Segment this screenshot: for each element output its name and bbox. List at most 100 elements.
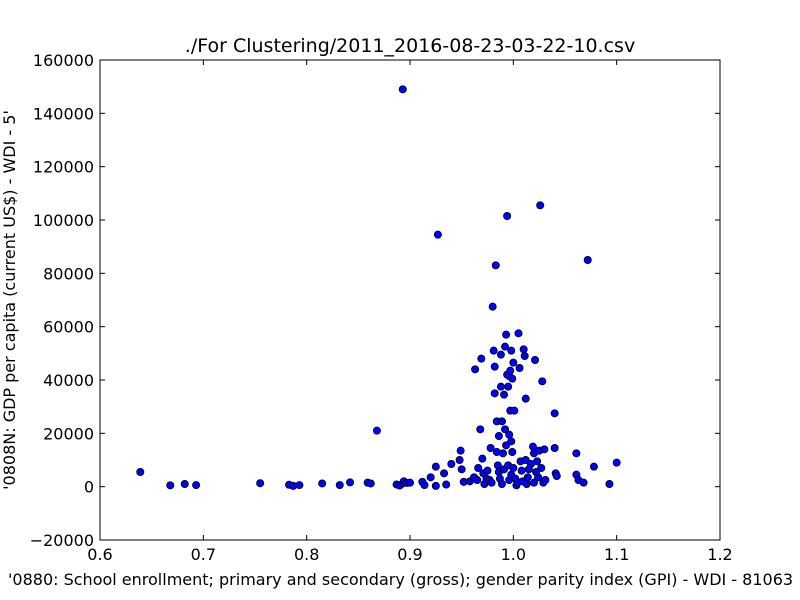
- data-point: [486, 443, 495, 452]
- data-point: [509, 358, 518, 367]
- data-point: [508, 374, 517, 383]
- data-point: [583, 255, 592, 264]
- y-tick-label: 140000: [33, 104, 94, 123]
- y-tick-label: 80000: [43, 264, 94, 283]
- y-tick-label: 160000: [33, 51, 94, 70]
- data-point: [612, 458, 621, 467]
- data-point: [372, 426, 381, 435]
- data-point: [503, 211, 512, 220]
- data-point: [440, 469, 449, 478]
- data-point: [515, 363, 524, 372]
- x-tick-label: 0.7: [191, 545, 216, 564]
- data-point: [335, 481, 344, 490]
- data-point: [180, 479, 189, 488]
- data-point: [552, 471, 561, 480]
- x-tick-label: 1.2: [707, 545, 732, 564]
- data-point: [589, 462, 598, 471]
- data-point: [494, 431, 503, 440]
- y-axis-label: '0808N: GDP per capita (current US$) - W…: [0, 110, 19, 490]
- data-point: [455, 455, 464, 464]
- data-point: [447, 459, 456, 468]
- data-point: [497, 479, 506, 488]
- data-point: [474, 463, 483, 472]
- data-point: [517, 466, 526, 475]
- x-tick-label: 0.9: [397, 545, 422, 564]
- x-tick-label: 1.1: [604, 545, 629, 564]
- data-point: [471, 365, 480, 374]
- data-point: [531, 355, 540, 364]
- data-point: [510, 406, 519, 415]
- data-point: [508, 447, 517, 456]
- data-point: [504, 382, 513, 391]
- data-point: [483, 466, 492, 475]
- data-point: [501, 425, 510, 434]
- data-point: [433, 230, 442, 239]
- x-tick-label: 1.0: [501, 545, 526, 564]
- data-point: [523, 473, 532, 482]
- data-point: [537, 463, 546, 472]
- data-point: [502, 441, 511, 450]
- data-points: [136, 85, 621, 490]
- data-point: [533, 457, 542, 466]
- data-point: [579, 478, 588, 487]
- x-axis-ticks: 0.6 0.7 0.8 0.9 1.0 1.1 1.2: [87, 60, 733, 564]
- data-point: [405, 478, 414, 487]
- data-point: [456, 446, 465, 455]
- data-point: [538, 377, 547, 386]
- data-point: [366, 479, 375, 488]
- data-point: [550, 409, 559, 418]
- data-point: [431, 462, 440, 471]
- data-point: [497, 417, 506, 426]
- data-point: [522, 479, 531, 488]
- y-tick-label: 0: [84, 478, 94, 497]
- data-point: [346, 478, 355, 487]
- data-point: [426, 473, 435, 482]
- data-point: [501, 342, 510, 351]
- data-point: [295, 481, 304, 490]
- data-point: [166, 481, 175, 490]
- data-point: [500, 390, 509, 399]
- data-point: [521, 394, 530, 403]
- x-tick-label: 0.8: [294, 545, 319, 564]
- data-point: [496, 350, 505, 359]
- chart-title: ./For Clustering/2011_2016-08-23-03-22-1…: [185, 35, 635, 57]
- data-point: [473, 475, 482, 484]
- data-point: [530, 478, 539, 487]
- data-point: [550, 443, 559, 452]
- data-point: [505, 430, 514, 439]
- y-tick-label: −20000: [30, 531, 94, 550]
- data-point: [491, 261, 500, 270]
- data-point: [506, 366, 515, 375]
- data-point: [431, 481, 440, 490]
- x-tick-label: 0.6: [87, 545, 112, 564]
- y-axis-ticks: −20000 0 20000 40000 60000 80000 100000 120000 1…: [30, 51, 720, 550]
- data-point: [478, 454, 487, 463]
- data-point: [476, 425, 485, 434]
- data-point: [502, 330, 511, 339]
- y-tick-label: 120000: [33, 158, 94, 177]
- data-point: [536, 201, 545, 210]
- data-point: [572, 449, 581, 458]
- data-point: [489, 346, 498, 355]
- data-point: [540, 445, 549, 454]
- y-tick-label: 40000: [43, 371, 94, 390]
- data-point: [420, 481, 429, 490]
- data-point: [498, 449, 507, 458]
- data-point: [520, 351, 529, 360]
- data-point: [507, 346, 516, 355]
- data-point: [457, 465, 466, 474]
- data-point: [496, 382, 505, 391]
- data-point: [192, 481, 201, 490]
- data-point: [318, 479, 327, 488]
- data-point: [514, 329, 523, 338]
- data-point: [490, 362, 499, 371]
- data-point: [509, 463, 518, 472]
- data-point: [519, 345, 528, 354]
- data-point: [507, 437, 516, 446]
- y-tick-label: 60000: [43, 318, 94, 337]
- x-axis-label: '0880: School enrollment; primary and se…: [8, 570, 793, 589]
- y-tick-label: 100000: [33, 211, 94, 230]
- data-point: [398, 85, 407, 94]
